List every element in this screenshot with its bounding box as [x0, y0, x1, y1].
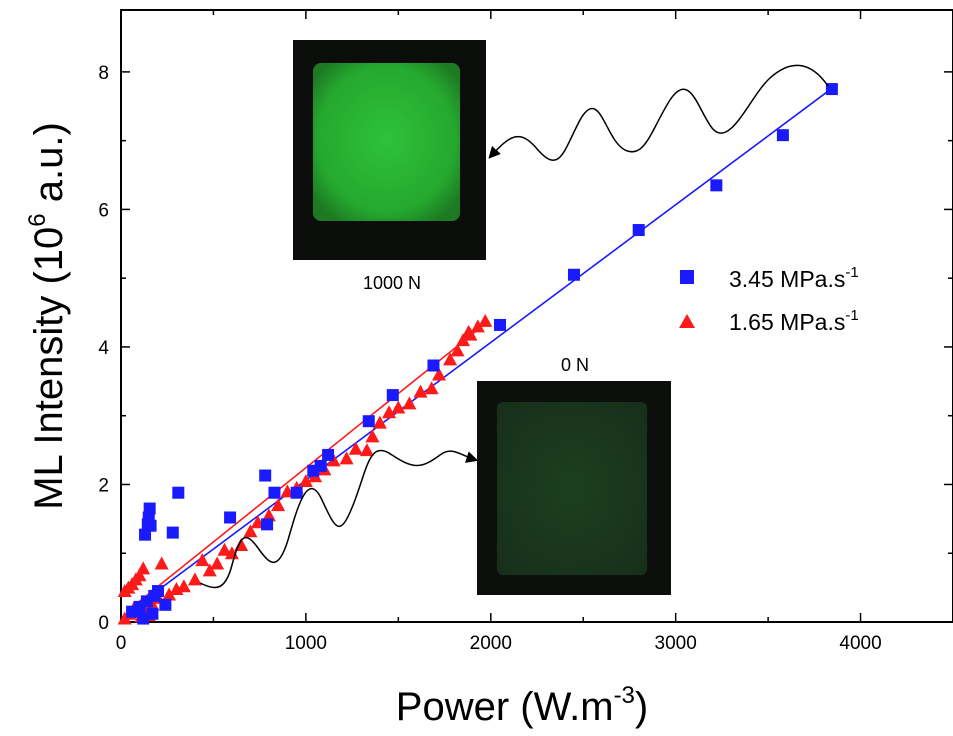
data-point-triangle	[478, 313, 493, 327]
data-point-triangle	[261, 508, 276, 522]
data-point-triangle	[132, 568, 147, 582]
legend: 3.45 MPa.s-1 1.65 MPa.s-1	[679, 264, 859, 335]
x-tick-labels: 0 1000 2000 3000 4000	[116, 633, 882, 654]
data-point-triangle	[136, 561, 151, 575]
wavy-arrow-to-1000n-inset	[488, 64, 829, 161]
y-axis-title: ML Intensity (106 a.u.)	[24, 122, 71, 510]
x-tick-label: 0	[116, 633, 127, 654]
data-point-square	[261, 518, 274, 531]
axis-ticks	[120, 10, 953, 623]
data-point-triangle	[348, 441, 363, 455]
data-point-square	[632, 224, 645, 237]
data-point-square	[268, 486, 281, 499]
data-point-triangle	[154, 556, 169, 570]
data-point-square	[146, 607, 159, 620]
data-point-triangle	[432, 367, 447, 381]
data-point-triangle	[339, 451, 354, 465]
data-point-square	[137, 612, 150, 625]
data-point-square	[172, 486, 185, 499]
data-point-square	[159, 598, 172, 611]
x-tick-label: 2000	[470, 633, 512, 654]
data-point-triangle	[391, 400, 406, 414]
x-tick-label: 1000	[285, 633, 327, 654]
legend-marker-blue-square	[680, 270, 694, 284]
data-point-triangle	[217, 542, 232, 556]
data-point-triangle	[461, 324, 476, 338]
data-point-square	[494, 318, 507, 331]
y-tick-labels: 0 2 4 6 8	[98, 63, 109, 634]
y-tick-label: 0	[98, 613, 109, 634]
data-point-triangle	[382, 405, 397, 419]
data-point-triangle	[402, 396, 417, 410]
data-point-square	[144, 519, 157, 532]
inset-caption-0n: 0 N	[561, 355, 589, 375]
inset-caption-1000n: 1000 N	[363, 273, 421, 293]
data-point-square	[710, 179, 723, 192]
legend-label-1-65: 1.65 MPa.s-1	[729, 307, 859, 335]
data-point-triangle	[470, 319, 485, 333]
data-point-square	[386, 389, 399, 402]
y-axis-title-superscript: 6	[24, 213, 51, 226]
x-tick-label: 4000	[839, 633, 881, 654]
data-point-square	[126, 605, 139, 618]
x-axis-title: Power (W.m-3)	[396, 682, 648, 729]
x-axis-title-superscript: -3	[614, 682, 635, 709]
data-point-triangle	[372, 415, 387, 429]
data-point-triangle	[359, 443, 374, 457]
data-point-square	[314, 459, 327, 472]
data-point-triangle	[424, 381, 439, 395]
data-point-square	[151, 585, 164, 598]
data-point-triangle	[224, 546, 239, 560]
data-point-square	[322, 448, 335, 461]
data-point-square	[290, 486, 303, 499]
data-point-square	[259, 469, 272, 482]
data-point-triangle	[162, 587, 177, 601]
data-point-triangle	[195, 553, 210, 567]
data-point-triangle	[210, 556, 225, 570]
data-point-square	[776, 129, 789, 142]
inset-image-1000n: 1000 N	[293, 40, 486, 293]
data-point-triangle	[456, 333, 471, 347]
data-point-triangle	[202, 563, 217, 577]
data-markers	[117, 83, 838, 625]
plot-frame	[120, 9, 953, 623]
inset-image-0n: 0 N	[477, 355, 671, 595]
data-point-square	[825, 83, 838, 96]
data-point-triangle	[413, 384, 428, 398]
y-tick-label: 8	[98, 63, 109, 84]
y-tick-label: 4	[98, 338, 109, 359]
y-tick-label: 2	[98, 475, 109, 496]
data-point-triangle	[243, 524, 258, 538]
data-point-triangle	[271, 498, 286, 512]
legend-marker-red-triangle	[679, 314, 695, 328]
data-point-square	[427, 359, 440, 372]
data-point-triangle	[450, 343, 465, 357]
data-point-square	[362, 415, 375, 428]
data-point-square	[166, 526, 179, 539]
data-point-triangle	[176, 579, 191, 593]
data-point-square	[567, 268, 580, 281]
data-point-triangle	[443, 352, 458, 366]
x-tick-label: 3000	[655, 633, 697, 654]
data-point-square	[224, 511, 237, 524]
legend-label-3-45: 3.45 MPa.s-1	[729, 264, 859, 292]
wavy-arrow-to-0n-inset	[199, 449, 479, 589]
fit-line-3-45	[126, 88, 832, 615]
data-point-triangle	[187, 572, 202, 586]
y-tick-label: 6	[98, 200, 109, 221]
data-point-square	[143, 502, 156, 515]
data-point-triangle	[298, 474, 313, 488]
data-point-triangle	[365, 429, 380, 443]
